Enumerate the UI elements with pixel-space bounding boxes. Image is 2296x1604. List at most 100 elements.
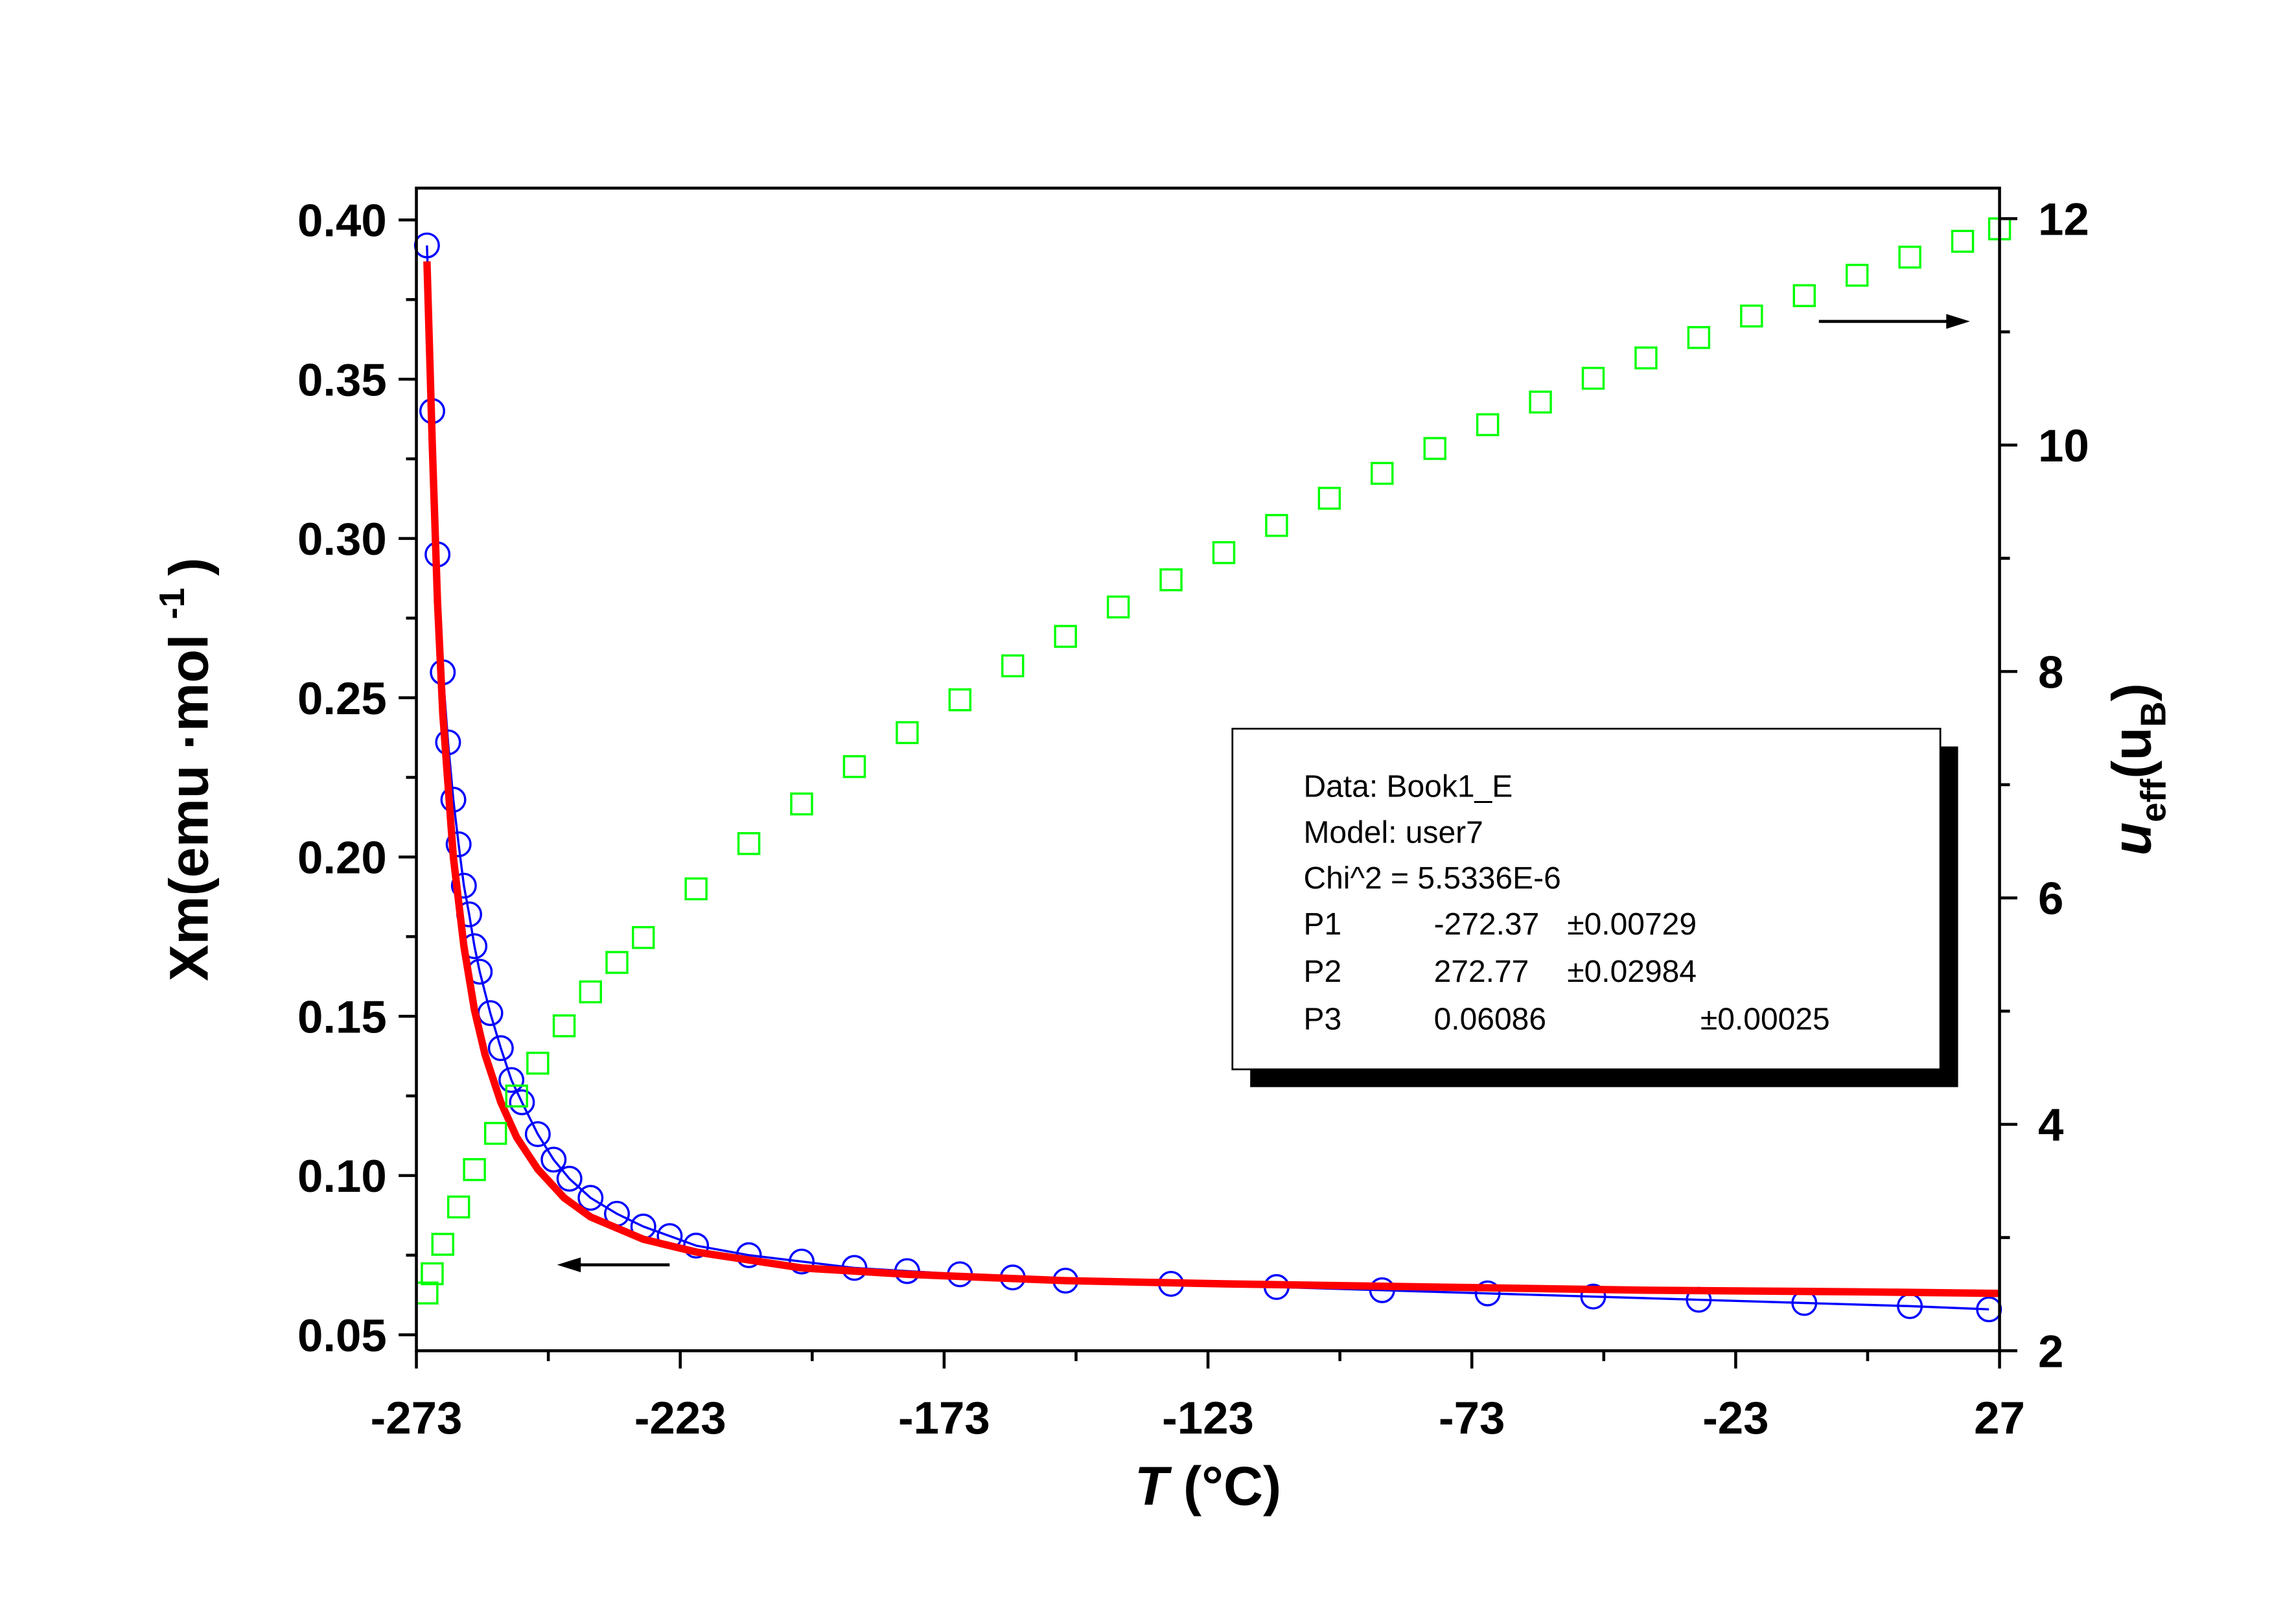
marker xyxy=(421,1262,444,1286)
param-value: 0.06086 xyxy=(1434,1002,1546,1036)
y2-tick-label: 12 xyxy=(2038,194,2089,246)
marker xyxy=(1212,540,1236,564)
marker xyxy=(505,1084,528,1108)
marker xyxy=(556,1165,583,1192)
param-name: P2 xyxy=(1303,955,1341,989)
fit-line: Model: user7 xyxy=(1303,815,1483,850)
marker xyxy=(450,872,477,899)
marker xyxy=(1369,1277,1395,1303)
arrow-head xyxy=(1946,314,1970,329)
marker xyxy=(431,1233,454,1256)
param-name: P3 xyxy=(1303,1002,1341,1036)
marker xyxy=(1371,461,1394,485)
marker xyxy=(445,831,472,857)
marker xyxy=(632,925,655,949)
marker xyxy=(552,1014,576,1038)
marker xyxy=(1951,229,1975,253)
fit-line: Data: Book1_E xyxy=(1303,770,1513,804)
marker xyxy=(1634,346,1658,369)
x-tick-label: -273 xyxy=(371,1393,463,1444)
marker xyxy=(1001,654,1025,678)
marker xyxy=(446,1195,470,1219)
y2-title-end: ) xyxy=(2101,683,2163,701)
param-error: ±0.02984 xyxy=(1567,955,1697,989)
y-tick-label: 0.30 xyxy=(297,514,387,565)
marker xyxy=(1529,390,1552,414)
marker xyxy=(1845,264,1869,287)
marker xyxy=(1792,284,1816,307)
y-title-sup: -1 xyxy=(152,588,192,620)
marker xyxy=(684,877,708,901)
marker xyxy=(1265,514,1288,537)
y2-tick-label: 2 xyxy=(2038,1326,2063,1377)
marker xyxy=(896,721,919,745)
x-tick-label: -173 xyxy=(898,1393,990,1444)
marker xyxy=(1054,625,1077,648)
marker xyxy=(737,831,761,855)
y-tick-label: 0.15 xyxy=(297,992,387,1043)
marker xyxy=(524,1121,551,1147)
x-tick-label: 27 xyxy=(1974,1393,2025,1444)
y2-tick-label: 4 xyxy=(2038,1100,2064,1151)
param-error: ±0.00025 xyxy=(1700,1002,1830,1036)
marker xyxy=(483,1122,507,1145)
y-tick-label: 0.35 xyxy=(297,355,387,406)
marker xyxy=(415,1281,439,1305)
y-axis-title: Xm(emu ·mol -1) xyxy=(152,557,220,981)
marker xyxy=(1740,304,1763,328)
marker xyxy=(1317,487,1341,510)
marker xyxy=(789,1248,815,1275)
y2-axis-title: ueff(uB) xyxy=(2101,683,2174,855)
param-value: 272.77 xyxy=(1434,955,1529,989)
marker xyxy=(498,1067,525,1093)
y-tick-label: 0.20 xyxy=(297,833,387,884)
marker xyxy=(1476,413,1500,437)
x-tick-label: -223 xyxy=(634,1393,726,1444)
marker xyxy=(1159,568,1183,592)
marker xyxy=(1423,437,1446,460)
y-title-main: Xm(emu ·mol xyxy=(157,634,219,981)
y-tick-label: 0.40 xyxy=(297,196,387,247)
series-line xyxy=(423,261,2000,1297)
y-title-end: ) xyxy=(157,557,219,575)
marker xyxy=(1898,246,1921,269)
marker xyxy=(540,1146,567,1173)
marker xyxy=(1474,1280,1501,1307)
y2-title-mid: (u xyxy=(2101,727,2163,779)
fit-box xyxy=(1231,728,1942,1071)
marker xyxy=(790,792,813,816)
y-tick-label: 0.05 xyxy=(297,1310,387,1362)
y2-title-symbol: u xyxy=(2101,822,2163,856)
y2-title-sub: B xyxy=(2133,701,2174,727)
marker xyxy=(605,951,629,974)
marker xyxy=(509,1089,535,1115)
marker xyxy=(842,755,866,778)
marker xyxy=(1580,1283,1606,1310)
marker xyxy=(948,688,972,712)
series xyxy=(415,217,2012,1305)
param-error: ±0.00729 xyxy=(1567,907,1697,942)
marker xyxy=(526,1051,550,1075)
plot-frame xyxy=(415,186,2001,1353)
x-title-symbol: T xyxy=(1135,1455,1172,1517)
y2-tick-label: 6 xyxy=(2038,874,2063,925)
y2-tick-label: 8 xyxy=(2038,647,2063,698)
marker xyxy=(1581,366,1605,390)
y-tick-label: 0.25 xyxy=(297,673,387,725)
y2-tick-label: 10 xyxy=(2038,421,2089,472)
marker xyxy=(463,1158,486,1181)
marker xyxy=(577,1185,604,1211)
arrow-head xyxy=(557,1257,581,1273)
x-tick-label: -23 xyxy=(1702,1393,1768,1444)
y-tick-label: 0.10 xyxy=(297,1151,387,1202)
marker xyxy=(579,980,602,1004)
arrows xyxy=(557,314,1970,1273)
x-title-unit: (°C) xyxy=(1168,1455,1282,1517)
param-value: -272.37 xyxy=(1434,907,1540,942)
fit-line: Chi^2 = 5.5336E-6 xyxy=(1303,861,1560,896)
y2-title-sub: eff xyxy=(2133,778,2174,822)
x-tick-label: -73 xyxy=(1439,1393,1505,1444)
series xyxy=(423,261,2000,1297)
